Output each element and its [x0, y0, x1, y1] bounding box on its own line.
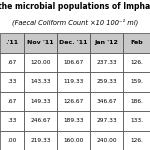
Text: (Faecal Coliform Count ×10 100⁻¹ ml): (Faecal Coliform Count ×10 100⁻¹ ml): [12, 18, 138, 26]
Text: the microbial populations of Imphal: the microbial populations of Imphal: [0, 2, 150, 11]
